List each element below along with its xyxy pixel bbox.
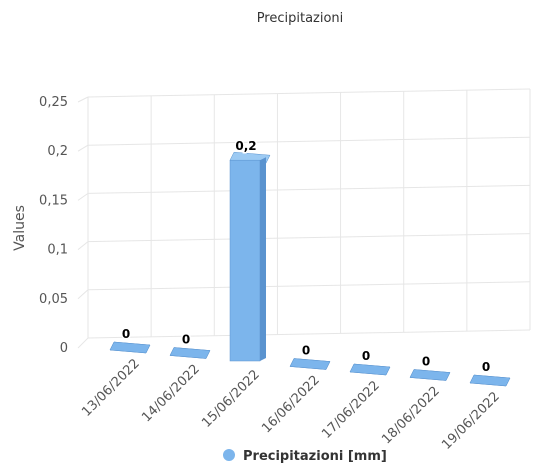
data-labels: 0 0 0,2 0 0 0 0 [120,138,491,376]
legend-marker [223,449,235,461]
bar[interactable] [229,151,271,362]
grid-line-side [77,144,89,152]
bar[interactable] [409,369,451,381]
data-label: 0 [422,355,430,369]
y-tick-label: 0,05 [39,292,68,307]
grid-line-h [87,281,531,291]
chart-title: Precipitazioni [257,11,344,26]
x-axis-ticks: 13/06/202214/06/202215/06/202216/06/2022… [79,356,503,453]
legend-label[interactable]: Precipitazioni [mm] [243,449,387,464]
grid-line-h [87,184,531,194]
grid-line-h [87,233,531,243]
data-label: 0 [182,333,190,347]
grid-line-side [77,96,89,103]
y-tick-label: 0,25 [39,95,68,110]
data-label: 0 [482,360,490,374]
grid-line-h [87,329,531,339]
y-tick-label: 0,2 [47,144,68,159]
grid-line-h [87,88,531,98]
x-tick-label: 18/06/2022 [379,384,443,448]
x-tick-label: 16/06/2022 [259,373,323,437]
data-label: 0 [302,344,310,358]
y-axis-label: Values [12,205,28,251]
data-label: 0,2 [235,139,256,153]
grid-line-side [77,289,89,300]
x-tick-label: 15/06/2022 [199,367,263,431]
bar[interactable] [469,374,511,387]
data-label: 0 [362,349,370,363]
x-tick-label: 19/06/2022 [439,389,503,453]
grid-line-side [77,241,89,250]
bar[interactable] [109,341,151,354]
bar[interactable] [349,363,391,376]
y-tick-label: 0,1 [47,243,68,258]
data-label: 0 [122,327,130,341]
grid-line-side [77,192,89,201]
y-tick-label: 0 [60,341,68,356]
x-tick-label: 17/06/2022 [319,378,383,442]
legend[interactable]: Precipitazioni [mm] [223,449,387,464]
y-axis-ticks: 0 0,05 0,1 0,15 0,2 0,25 [39,95,68,356]
x-tick-label: 14/06/2022 [139,362,203,426]
bar[interactable] [169,347,211,359]
grid-line-h [87,136,531,146]
x-tick-label: 13/06/2022 [79,356,143,420]
grid-line-side [77,337,89,349]
y-tick-label: 0,15 [39,193,68,208]
bars [109,151,511,387]
bar[interactable] [289,358,331,370]
grid [77,88,531,349]
